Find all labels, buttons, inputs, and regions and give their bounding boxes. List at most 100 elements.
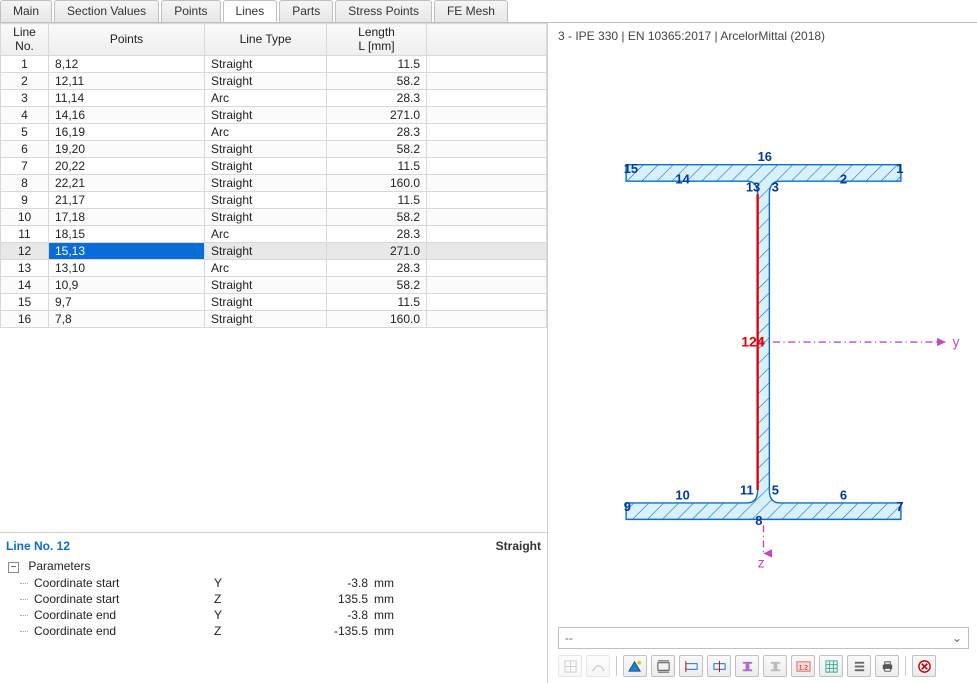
- cell-points[interactable]: 18,15: [49, 226, 205, 243]
- cell-no[interactable]: 5: [1, 124, 49, 141]
- numbers-icon[interactable]: 1.2: [791, 655, 815, 677]
- table-row[interactable]: 311,14Arc28.3: [1, 90, 547, 107]
- tab-points[interactable]: Points: [161, 0, 220, 22]
- close-icon[interactable]: [912, 655, 936, 677]
- section-t-icon[interactable]: [763, 655, 787, 677]
- tab-section-values[interactable]: Section Values: [54, 0, 159, 22]
- cell-type[interactable]: Straight: [205, 277, 327, 294]
- table-row[interactable]: 1118,15Arc28.3: [1, 226, 547, 243]
- cell-no[interactable]: 3: [1, 90, 49, 107]
- cell-no[interactable]: 1: [1, 56, 49, 73]
- tab-fe-mesh[interactable]: FE Mesh: [434, 0, 508, 22]
- cell-type[interactable]: Straight: [205, 209, 327, 226]
- curve-icon[interactable]: [586, 655, 610, 677]
- dim2-icon[interactable]: [707, 655, 731, 677]
- table-row[interactable]: 516,19Arc28.3: [1, 124, 547, 141]
- cell-points[interactable]: 13,10: [49, 260, 205, 277]
- cell-points[interactable]: 20,22: [49, 158, 205, 175]
- cell-points[interactable]: 19,20: [49, 141, 205, 158]
- cell-length[interactable]: 58.2: [327, 73, 427, 90]
- col-header-points[interactable]: Points: [49, 24, 205, 56]
- cell-points[interactable]: 9,7: [49, 294, 205, 311]
- render-icon[interactable]: [623, 655, 647, 677]
- table-row[interactable]: 1313,10Arc28.3: [1, 260, 547, 277]
- tab-stress-points[interactable]: Stress Points: [335, 0, 432, 22]
- cell-type[interactable]: Straight: [205, 243, 327, 260]
- section-i-icon[interactable]: [735, 655, 759, 677]
- cell-no[interactable]: 15: [1, 294, 49, 311]
- collapse-icon[interactable]: −: [8, 562, 19, 573]
- cell-type[interactable]: Straight: [205, 192, 327, 209]
- cell-type[interactable]: Straight: [205, 107, 327, 124]
- cell-points[interactable]: 21,17: [49, 192, 205, 209]
- cell-length[interactable]: 28.3: [327, 226, 427, 243]
- col-header-type[interactable]: Line Type: [205, 24, 327, 56]
- tab-main[interactable]: Main: [0, 0, 52, 22]
- cell-no[interactable]: 13: [1, 260, 49, 277]
- cell-no[interactable]: 8: [1, 175, 49, 192]
- table-row[interactable]: 18,12Straight11.5: [1, 56, 547, 73]
- cell-length[interactable]: 271.0: [327, 107, 427, 124]
- cell-type[interactable]: Straight: [205, 141, 327, 158]
- col-header-length[interactable]: LengthL [mm]: [327, 24, 427, 56]
- table-row[interactable]: 159,7Straight11.5: [1, 294, 547, 311]
- cell-points[interactable]: 15,13: [49, 243, 205, 260]
- cell-length[interactable]: 58.2: [327, 141, 427, 158]
- cell-no[interactable]: 11: [1, 226, 49, 243]
- diagram-dropdown[interactable]: -- ⌄: [558, 627, 969, 649]
- cell-points[interactable]: 22,21: [49, 175, 205, 192]
- cell-points[interactable]: 17,18: [49, 209, 205, 226]
- cell-points[interactable]: 11,14: [49, 90, 205, 107]
- cell-type[interactable]: Straight: [205, 311, 327, 328]
- section-diagram[interactable]: y z 124 12356789101113141516: [558, 47, 969, 623]
- table-row[interactable]: 822,21Straight160.0: [1, 175, 547, 192]
- cell-type[interactable]: Arc: [205, 260, 327, 277]
- cell-length[interactable]: 28.3: [327, 124, 427, 141]
- cell-no[interactable]: 7: [1, 158, 49, 175]
- print-size-icon[interactable]: [651, 655, 675, 677]
- cell-no[interactable]: 4: [1, 107, 49, 124]
- cell-length[interactable]: 58.2: [327, 277, 427, 294]
- cell-points[interactable]: 12,11: [49, 73, 205, 90]
- cell-length[interactable]: 11.5: [327, 158, 427, 175]
- cell-no[interactable]: 2: [1, 73, 49, 90]
- cell-length[interactable]: 11.5: [327, 192, 427, 209]
- table-row[interactable]: 167,8Straight160.0: [1, 311, 547, 328]
- cell-type[interactable]: Arc: [205, 124, 327, 141]
- print-icon[interactable]: [875, 655, 899, 677]
- grid-snap-icon[interactable]: [558, 655, 582, 677]
- table-row[interactable]: 921,17Straight11.5: [1, 192, 547, 209]
- cell-length[interactable]: 160.0: [327, 175, 427, 192]
- cell-type[interactable]: Arc: [205, 90, 327, 107]
- cell-length[interactable]: 11.5: [327, 56, 427, 73]
- cell-type[interactable]: Straight: [205, 294, 327, 311]
- table-row[interactable]: 212,11Straight58.2: [1, 73, 547, 90]
- cell-type[interactable]: Straight: [205, 56, 327, 73]
- cell-type[interactable]: Arc: [205, 226, 327, 243]
- table-row[interactable]: 720,22Straight11.5: [1, 158, 547, 175]
- cell-no[interactable]: 10: [1, 209, 49, 226]
- table-row[interactable]: 619,20Straight58.2: [1, 141, 547, 158]
- table-row[interactable]: 1017,18Straight58.2: [1, 209, 547, 226]
- cell-type[interactable]: Straight: [205, 73, 327, 90]
- tab-lines[interactable]: Lines: [223, 0, 278, 22]
- cell-length[interactable]: 58.2: [327, 209, 427, 226]
- cell-points[interactable]: 10,9: [49, 277, 205, 294]
- cell-type[interactable]: Straight: [205, 175, 327, 192]
- cell-no[interactable]: 14: [1, 277, 49, 294]
- tab-parts[interactable]: Parts: [279, 0, 333, 22]
- cell-length[interactable]: 271.0: [327, 243, 427, 260]
- table-row[interactable]: 1215,13Straight271.0: [1, 243, 547, 260]
- cell-length[interactable]: 160.0: [327, 311, 427, 328]
- cell-length[interactable]: 28.3: [327, 90, 427, 107]
- cell-length[interactable]: 28.3: [327, 260, 427, 277]
- cell-no[interactable]: 16: [1, 311, 49, 328]
- cell-points[interactable]: 8,12: [49, 56, 205, 73]
- cell-no[interactable]: 12: [1, 243, 49, 260]
- cell-points[interactable]: 14,16: [49, 107, 205, 124]
- cell-no[interactable]: 6: [1, 141, 49, 158]
- cell-no[interactable]: 9: [1, 192, 49, 209]
- grid-icon[interactable]: [819, 655, 843, 677]
- table-row[interactable]: 1410,9Straight58.2: [1, 277, 547, 294]
- lines-table[interactable]: LineNo. Points Line Type LengthL [mm] 18…: [0, 23, 547, 328]
